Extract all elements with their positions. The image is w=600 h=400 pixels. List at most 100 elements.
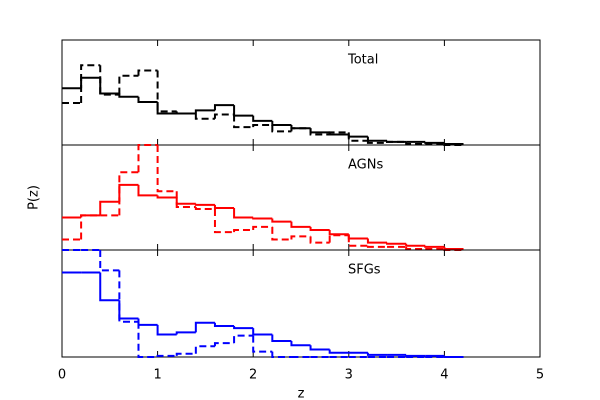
histogram-step <box>271 218 292 223</box>
histogram-step <box>443 246 464 250</box>
histogram-step <box>366 140 388 144</box>
panel-frame <box>61 249 541 358</box>
x-tick-label: 3 <box>345 368 353 383</box>
histogram-step <box>80 64 101 103</box>
histogram-step <box>194 113 215 120</box>
histogram-step <box>118 74 139 95</box>
histogram-step <box>137 69 158 76</box>
histogram-step <box>233 114 254 129</box>
histogram-step <box>194 203 215 206</box>
histogram-step <box>405 141 426 145</box>
histogram-step <box>80 214 101 240</box>
histogram-step <box>328 131 349 135</box>
histogram-step <box>137 184 158 197</box>
histogram-step <box>175 352 196 356</box>
histogram-step <box>233 229 254 233</box>
histogram-step <box>137 321 158 358</box>
histogram-step <box>252 335 273 353</box>
histogram-step <box>194 206 215 211</box>
x-tick-label: 4 <box>440 368 448 383</box>
histogram-step <box>347 134 368 138</box>
histogram-step <box>213 113 235 119</box>
histogram-step <box>309 128 330 134</box>
histogram-step <box>233 208 254 219</box>
histogram-step <box>137 96 158 103</box>
histogram-step <box>405 246 426 250</box>
panel-title: Total <box>347 53 378 68</box>
histogram-step <box>213 204 235 209</box>
panel-title: AGNs <box>348 158 383 173</box>
histogram-step <box>175 111 196 115</box>
histogram-step <box>309 128 330 136</box>
histogram-step <box>366 238 388 244</box>
histogram-step <box>252 124 273 128</box>
histogram-step <box>386 140 407 143</box>
histogram-step <box>194 109 215 114</box>
histogram-step <box>252 115 273 122</box>
histogram-step <box>271 351 292 358</box>
histogram-step <box>156 354 177 357</box>
x-tick-label: 5 <box>536 368 544 383</box>
x-axis-label: z <box>298 387 305 400</box>
histogram-step <box>405 243 426 247</box>
histogram-step <box>118 93 139 98</box>
histogram-step <box>290 235 311 240</box>
histogram-step <box>156 145 177 193</box>
histogram-step <box>233 325 254 330</box>
histogram-step <box>309 226 330 232</box>
histogram-step <box>347 132 368 142</box>
histogram-step <box>175 197 196 205</box>
histogram-step <box>271 120 292 127</box>
histogram-step <box>424 245 445 248</box>
histogram-step <box>213 209 235 234</box>
histogram-step <box>99 77 120 95</box>
histogram-step <box>233 334 254 344</box>
y-axis-label: P(z) <box>27 185 42 210</box>
histogram-step <box>290 127 311 132</box>
histogram-step <box>213 104 235 111</box>
histogram-step <box>99 250 120 272</box>
histogram-step <box>175 331 196 335</box>
histogram-step <box>347 234 368 240</box>
histogram-step <box>194 345 215 354</box>
histogram-step <box>405 354 426 357</box>
histogram-step <box>175 191 196 208</box>
histogram-step <box>309 236 330 244</box>
histogram-step <box>309 345 330 351</box>
histogram-step <box>137 144 158 173</box>
histogram-step <box>252 217 273 220</box>
histogram-step <box>443 142 464 145</box>
histogram-step <box>366 245 388 248</box>
histogram-step <box>118 270 139 323</box>
histogram-step <box>118 300 139 320</box>
histogram-step <box>213 322 235 327</box>
histogram-step <box>118 171 139 216</box>
histogram-step <box>271 334 292 342</box>
histogram-step <box>156 324 177 336</box>
panel-title: SFGs <box>348 263 381 278</box>
histogram-step <box>347 235 368 247</box>
histogram-step <box>118 183 139 202</box>
x-tick-label: 0 <box>58 368 66 383</box>
histogram-step <box>252 225 273 231</box>
histogram-step <box>366 352 388 356</box>
x-tick-label: 2 <box>249 368 257 383</box>
histogram-step <box>156 70 177 113</box>
x-tick-label: 1 <box>153 368 161 383</box>
histogram-step <box>213 342 235 347</box>
histogram-step <box>271 125 292 133</box>
histogram-step <box>366 136 388 142</box>
panel-frame <box>61 39 541 146</box>
histogram-step <box>80 76 101 89</box>
histogram-step <box>271 226 292 241</box>
histogram-step <box>137 318 158 326</box>
histogram-step <box>99 200 120 216</box>
panel-frame <box>61 144 541 251</box>
histogram-step <box>290 221 311 228</box>
histogram-step <box>290 340 311 347</box>
histogram-step <box>328 349 349 354</box>
histogram-step <box>99 65 120 96</box>
histogram-step <box>252 328 273 336</box>
